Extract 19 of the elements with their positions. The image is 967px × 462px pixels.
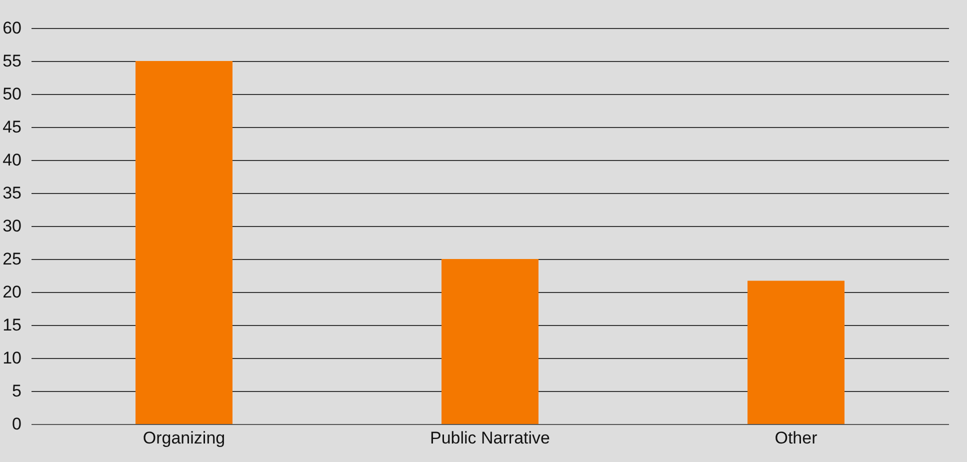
bar: [748, 280, 844, 424]
y-tick-label: 15: [2, 316, 22, 334]
y-tick-label: 10: [2, 348, 22, 368]
y-tick-label: 40: [2, 150, 22, 170]
y-tick-label: 5: [12, 382, 22, 400]
x-tick-label: Public Narrative: [430, 428, 550, 448]
y-tick-label: 25: [2, 250, 22, 268]
y-tick-label: 55: [2, 52, 22, 70]
y-tick-label: 20: [2, 282, 22, 302]
y-tick-label: 60: [2, 18, 22, 38]
y-tick-label: 35: [2, 184, 22, 202]
y-tick-label: 45: [2, 118, 22, 136]
x-tick-label: Organizing: [142, 428, 226, 448]
x-tick-label: Other: [774, 428, 818, 448]
bar: [136, 61, 232, 424]
y-tick-label: 50: [2, 84, 22, 104]
y-tick-label: 30: [2, 216, 22, 236]
y-tick-label: 0: [12, 414, 22, 434]
bar: [442, 259, 538, 424]
